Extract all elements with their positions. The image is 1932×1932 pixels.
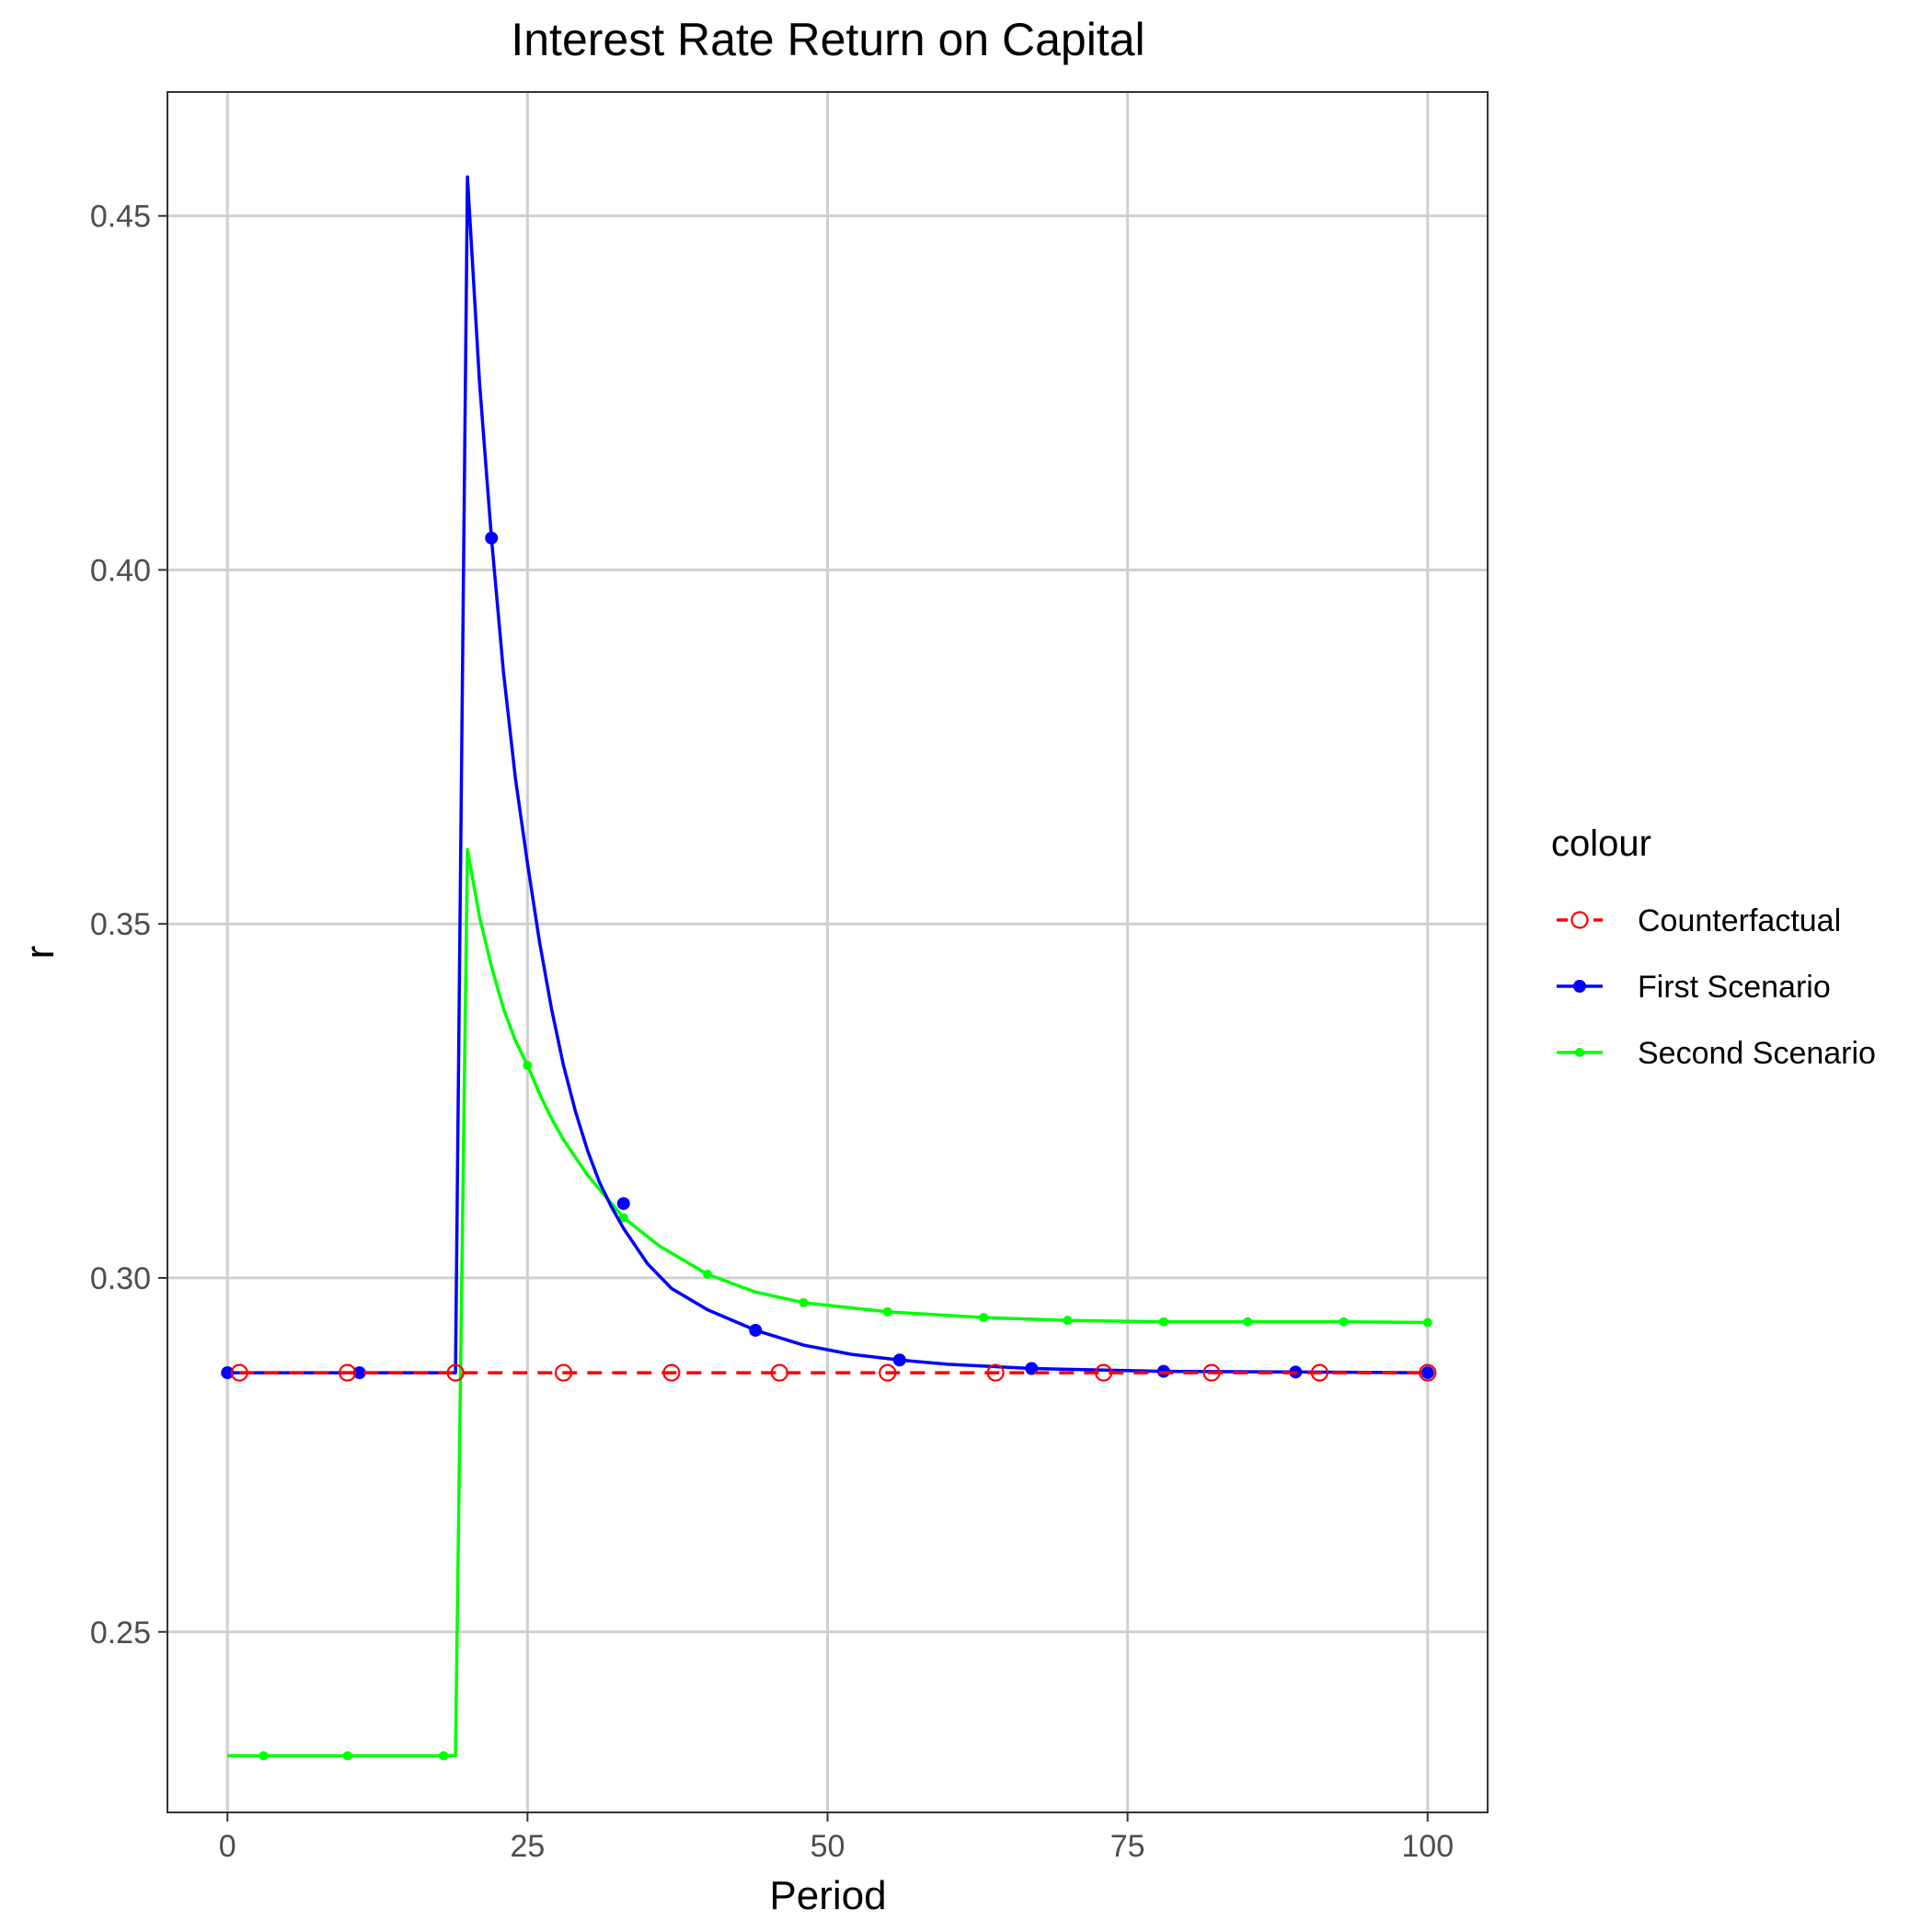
legend-key-marker — [1575, 1048, 1584, 1057]
first-scenario-point — [892, 1353, 906, 1367]
first-scenario-point — [616, 1197, 630, 1211]
counterfactual-point — [339, 1363, 357, 1382]
second-scenario-point — [1063, 1316, 1073, 1326]
second-scenario-point — [618, 1213, 628, 1223]
second-scenario-point — [439, 1751, 449, 1761]
second-scenario-point — [703, 1270, 713, 1280]
second-scenario-point — [523, 1061, 533, 1071]
second-scenario-point — [1422, 1317, 1432, 1328]
counterfactual-point — [986, 1363, 1005, 1382]
legend-key-marker — [1573, 980, 1586, 993]
counterfactual-point — [879, 1363, 897, 1382]
y-tick-label: 0.40 — [90, 553, 151, 588]
second-scenario-point — [1158, 1317, 1168, 1327]
second-scenario-point — [979, 1313, 989, 1323]
second-scenario-point — [1243, 1317, 1253, 1327]
legend-item-second-scenario: Second Scenario — [1557, 1036, 1876, 1071]
second-scenario-point — [342, 1751, 352, 1761]
y-tick-label: 0.25 — [90, 1616, 151, 1650]
series-layer — [221, 175, 1437, 1761]
counterfactual-point — [1202, 1363, 1221, 1382]
first-scenario-line — [227, 175, 1428, 1374]
grid — [167, 92, 1488, 1812]
legend-label: Second Scenario — [1638, 1036, 1876, 1071]
second-scenario-point — [259, 1751, 269, 1761]
counterfactual-point — [446, 1363, 465, 1382]
legend-key-marker — [1570, 911, 1589, 929]
second-scenario-point — [799, 1297, 809, 1307]
counterfactual-point — [662, 1363, 681, 1382]
first-scenario-point — [352, 1366, 366, 1380]
x-tick-label: 50 — [811, 1829, 845, 1864]
y-axis: 0.25 0.30 0.35 0.40 0.45 — [90, 200, 167, 1650]
second-scenario-point — [882, 1306, 892, 1317]
first-scenario-point — [749, 1323, 763, 1337]
x-axis-title: Period — [769, 1873, 886, 1918]
y-tick-label: 0.45 — [90, 200, 151, 235]
legend-label: First Scenario — [1638, 970, 1831, 1005]
legend-label: Counterfactual — [1638, 903, 1841, 938]
x-tick-label: 100 — [1401, 1829, 1454, 1864]
counterfactual-point — [1094, 1363, 1113, 1382]
legend-item-first-scenario: First Scenario — [1557, 970, 1831, 1005]
y-tick-label: 0.35 — [90, 907, 151, 942]
x-tick-label: 75 — [1110, 1829, 1145, 1864]
series-counterfactual — [230, 1363, 1437, 1382]
legend: colour Counterfactual First Scenario Secon… — [1551, 823, 1876, 1071]
y-tick-label: 0.30 — [90, 1261, 151, 1296]
second-scenario-point — [1339, 1317, 1349, 1327]
x-tick-label: 25 — [510, 1829, 545, 1864]
counterfactual-point — [1419, 1363, 1437, 1382]
y-axis-title: r — [17, 946, 63, 960]
counterfactual-point — [230, 1363, 248, 1382]
counterfactual-point — [1310, 1363, 1328, 1382]
counterfactual-point — [770, 1363, 788, 1382]
counterfactual-point — [554, 1363, 573, 1382]
x-tick-label: 0 — [219, 1829, 236, 1864]
legend-title: colour — [1551, 823, 1651, 864]
first-scenario-point — [1420, 1366, 1434, 1380]
x-axis: 0 25 50 75 100 — [219, 1812, 1454, 1864]
first-scenario-point — [221, 1366, 235, 1380]
first-scenario-point — [485, 531, 499, 545]
chart-title: Interest Rate Return on Capital — [511, 14, 1144, 65]
legend-item-counterfactual: Counterfactual — [1557, 903, 1841, 938]
